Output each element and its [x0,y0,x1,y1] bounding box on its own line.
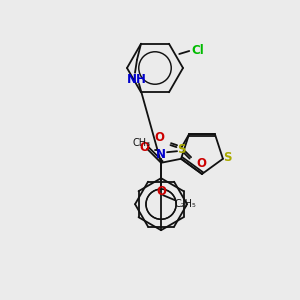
Text: NH: NH [127,73,147,86]
Text: O: O [196,157,206,170]
Text: O: O [154,131,164,144]
Text: S: S [177,143,185,156]
Text: N: N [156,148,166,161]
Text: O: O [139,141,149,154]
Text: O: O [156,185,166,198]
Text: Cl: Cl [192,44,205,56]
Text: C₂H₅: C₂H₅ [174,199,196,209]
Text: CH₃: CH₃ [132,138,150,148]
Text: S: S [223,151,231,164]
